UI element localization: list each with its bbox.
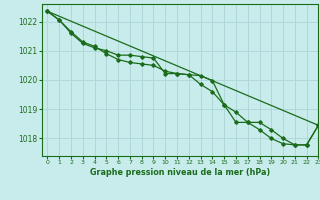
X-axis label: Graphe pression niveau de la mer (hPa): Graphe pression niveau de la mer (hPa) [90, 168, 270, 177]
